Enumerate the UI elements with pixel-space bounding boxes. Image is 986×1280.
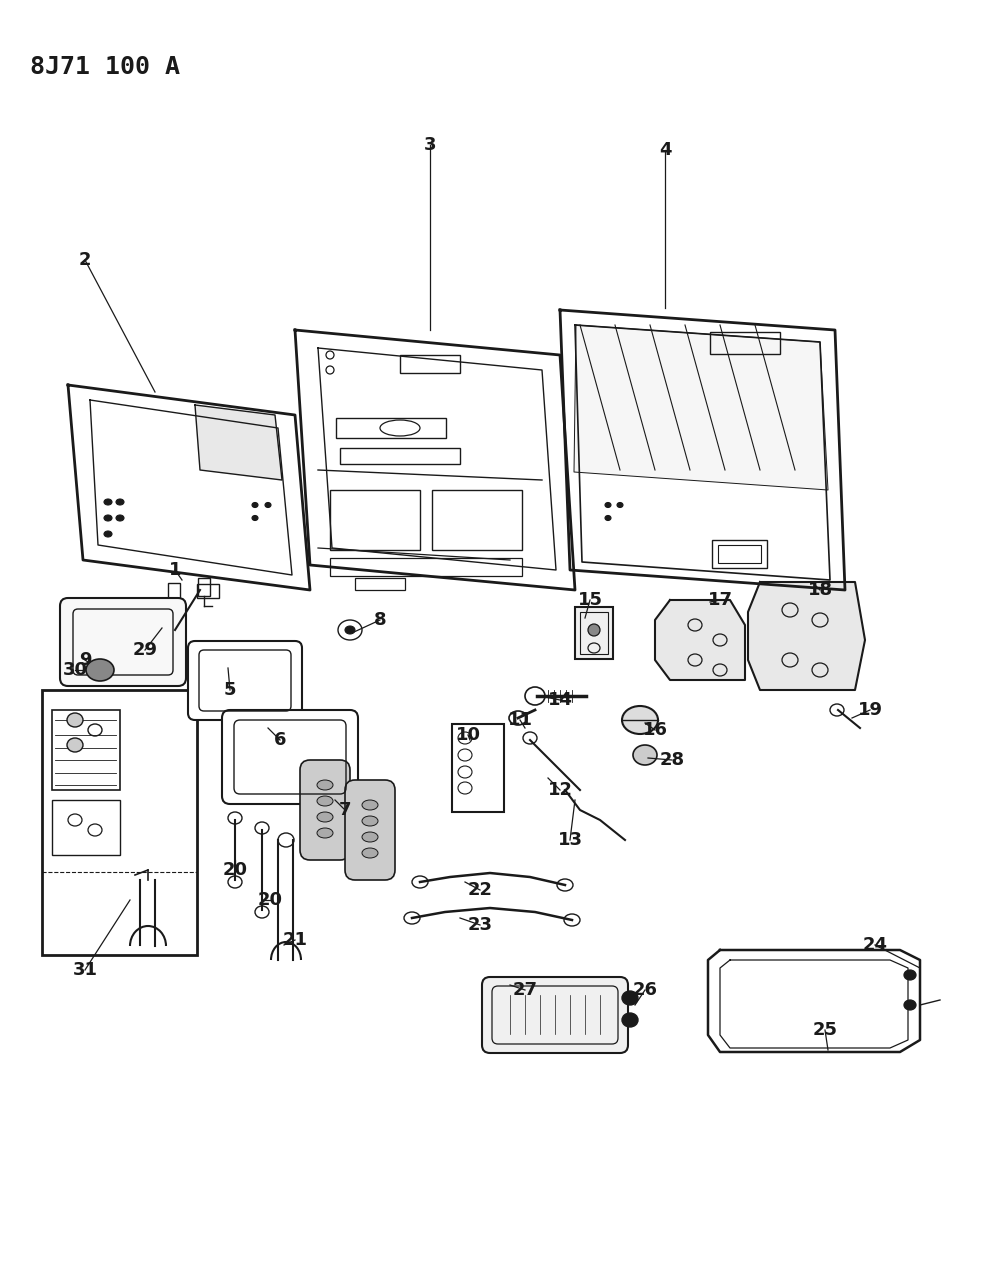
Bar (432, 490, 522, 550)
Ellipse shape (903, 970, 915, 980)
Text: 22: 22 (467, 881, 492, 899)
FancyBboxPatch shape (300, 760, 350, 860)
Ellipse shape (251, 516, 257, 521)
Bar (52, 800, 120, 855)
Text: 4: 4 (658, 141, 670, 159)
Text: 24: 24 (862, 936, 886, 954)
Text: 20: 20 (222, 861, 247, 879)
Text: 17: 17 (707, 591, 732, 609)
Ellipse shape (362, 817, 378, 826)
Polygon shape (295, 330, 575, 590)
Ellipse shape (621, 707, 658, 733)
Bar (717, 545, 760, 563)
Bar (168, 582, 179, 602)
FancyBboxPatch shape (187, 641, 302, 719)
Ellipse shape (67, 739, 83, 753)
Bar (711, 540, 766, 568)
Text: 2: 2 (79, 251, 91, 269)
Text: 18: 18 (807, 581, 832, 599)
Bar (329, 558, 522, 576)
Bar (339, 448, 459, 465)
Text: 11: 11 (507, 710, 532, 730)
Ellipse shape (604, 516, 610, 521)
Ellipse shape (317, 796, 332, 806)
Bar (198, 579, 210, 596)
Text: 1: 1 (169, 561, 181, 579)
Ellipse shape (621, 1012, 637, 1027)
Ellipse shape (317, 812, 332, 822)
Polygon shape (574, 325, 827, 490)
Text: 21: 21 (282, 931, 308, 948)
Bar (42, 690, 197, 955)
Text: 12: 12 (547, 781, 572, 799)
Text: 8J71 100 A: 8J71 100 A (30, 55, 179, 79)
Text: 31: 31 (72, 961, 98, 979)
Ellipse shape (362, 849, 378, 858)
Text: 27: 27 (512, 980, 537, 998)
Text: 16: 16 (642, 721, 667, 739)
Ellipse shape (616, 503, 622, 507)
Bar (197, 584, 219, 598)
Bar (709, 332, 779, 355)
Text: 26: 26 (632, 980, 657, 998)
Polygon shape (68, 385, 310, 590)
Text: 19: 19 (857, 701, 881, 719)
Text: 5: 5 (224, 681, 236, 699)
Bar (52, 710, 120, 790)
Ellipse shape (116, 499, 124, 506)
Text: 14: 14 (547, 691, 572, 709)
Text: 8: 8 (374, 611, 386, 628)
Bar (575, 607, 612, 659)
Ellipse shape (903, 1000, 915, 1010)
Bar (580, 612, 607, 654)
Ellipse shape (632, 745, 657, 765)
Text: 3: 3 (423, 136, 436, 154)
Ellipse shape (264, 503, 271, 507)
Text: 28: 28 (659, 751, 684, 769)
Ellipse shape (104, 515, 111, 521)
Polygon shape (747, 582, 864, 690)
Polygon shape (655, 600, 744, 680)
Text: 25: 25 (811, 1021, 837, 1039)
Bar (335, 419, 446, 438)
Bar (355, 579, 404, 590)
Bar (329, 490, 420, 550)
Ellipse shape (588, 625, 599, 636)
Bar (399, 355, 459, 372)
Text: 9: 9 (79, 652, 91, 669)
Ellipse shape (67, 713, 83, 727)
Ellipse shape (86, 659, 114, 681)
Ellipse shape (251, 503, 257, 507)
Ellipse shape (104, 531, 111, 538)
Ellipse shape (362, 800, 378, 810)
Text: 10: 10 (455, 726, 480, 744)
FancyBboxPatch shape (481, 977, 627, 1053)
FancyBboxPatch shape (345, 780, 394, 881)
Text: 29: 29 (132, 641, 158, 659)
Ellipse shape (317, 780, 332, 790)
Ellipse shape (116, 515, 124, 521)
Text: 7: 7 (338, 801, 351, 819)
Bar (452, 724, 504, 812)
Text: 23: 23 (467, 916, 492, 934)
Ellipse shape (345, 626, 355, 634)
Ellipse shape (362, 832, 378, 842)
Text: 13: 13 (557, 831, 582, 849)
Polygon shape (559, 310, 844, 590)
Ellipse shape (604, 503, 610, 507)
FancyBboxPatch shape (60, 598, 185, 686)
FancyBboxPatch shape (222, 710, 358, 804)
Ellipse shape (317, 828, 332, 838)
Polygon shape (707, 950, 919, 1052)
Polygon shape (195, 404, 282, 480)
Text: 6: 6 (273, 731, 286, 749)
Ellipse shape (621, 991, 637, 1005)
Text: 15: 15 (577, 591, 601, 609)
Text: 30: 30 (62, 660, 88, 678)
Text: 20: 20 (257, 891, 282, 909)
Ellipse shape (104, 499, 111, 506)
